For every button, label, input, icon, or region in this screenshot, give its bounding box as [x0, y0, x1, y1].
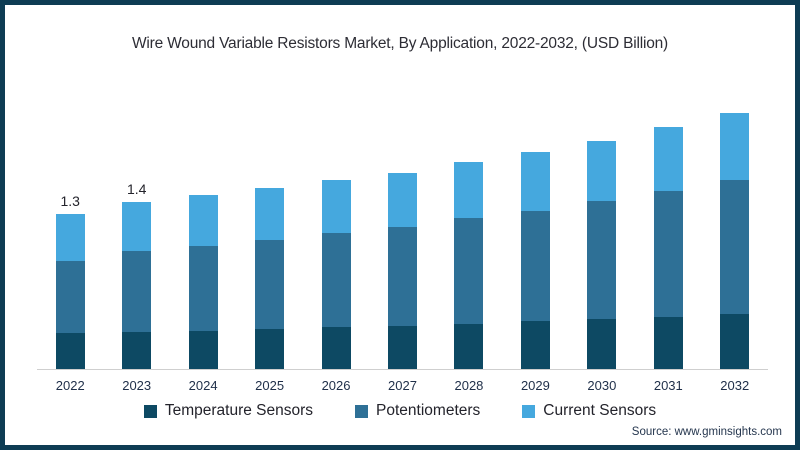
- bar-2024: [188, 195, 218, 369]
- bar-value-label: 1.3: [60, 193, 80, 210]
- bar-2027: [387, 172, 417, 369]
- bar-group-2024: [170, 103, 236, 369]
- bar-2030-temperature-sensors-segment: [587, 319, 617, 369]
- x-axis: 2022 2023 2024 2025 2026 2027 2028 2029 2030 2031…: [37, 378, 768, 393]
- bar-2032-potentiometers-segment: [720, 179, 750, 315]
- bar-2026-temperature-sensors-segment: [321, 327, 351, 369]
- bar-2022: [55, 214, 85, 369]
- bar-group-2030: [569, 103, 635, 369]
- legend-item-temperature-sensors: Temperature Sensors: [143, 402, 314, 420]
- bar-2024-temperature-sensors-segment: [188, 330, 218, 369]
- bar-2031: [653, 127, 683, 369]
- legend-label-temperature-sensors: Temperature Sensors: [164, 402, 314, 419]
- bar-2032: [720, 113, 750, 369]
- legend-swatch-potentiometers: [355, 404, 369, 418]
- bar-2023: [122, 202, 152, 369]
- bar-group-2031: [635, 103, 701, 369]
- bar-2032-current-sensors-segment: [720, 113, 750, 180]
- x-axis-label-2022: 2022: [55, 378, 85, 393]
- source-text: Source: www.gminsights.com: [631, 426, 782, 438]
- plot-area: 1.3 1.4: [37, 103, 768, 370]
- bar-2028: [454, 162, 484, 369]
- bar-2025: [255, 188, 285, 369]
- bar-2028-current-sensors-segment: [454, 162, 484, 218]
- bar-2030-current-sensors-segment: [587, 140, 617, 202]
- legend: Temperature Sensors Potentiometers Current…: [5, 402, 795, 420]
- legend-label-potentiometers: Potentiometers: [376, 402, 481, 419]
- bar-2028-temperature-sensors-segment: [454, 323, 484, 369]
- bar-2030-potentiometers-segment: [587, 201, 617, 319]
- bar-2028-potentiometers-segment: [454, 217, 484, 324]
- bar-2029-potentiometers-segment: [520, 210, 550, 322]
- bar-2022-current-sensors-segment: [55, 214, 85, 261]
- bar-2031-temperature-sensors-segment: [653, 316, 683, 369]
- x-axis-label-2029: 2029: [520, 378, 550, 393]
- bar-2027-potentiometers-segment: [387, 227, 417, 327]
- x-axis-label-2027: 2027: [388, 378, 417, 393]
- bar-2027-current-sensors-segment: [387, 172, 417, 228]
- bar-group-2026: [303, 103, 369, 369]
- bar-group-2023: 1.4: [103, 103, 169, 369]
- bar-2025-potentiometers-segment: [255, 240, 285, 329]
- bar-2024-current-sensors-segment: [188, 195, 218, 247]
- bar-2030: [587, 140, 617, 369]
- legend-item-current-sensors: Current Sensors: [522, 402, 656, 420]
- x-axis-label-2032: 2032: [720, 378, 750, 393]
- bar-2023-potentiometers-segment: [122, 251, 152, 333]
- bar-2027-temperature-sensors-segment: [387, 326, 417, 369]
- bar-2023-temperature-sensors-segment: [122, 332, 152, 369]
- x-axis-label-2028: 2028: [454, 378, 484, 393]
- legend-swatch-temperature-sensors: [143, 404, 157, 418]
- bar-2032-temperature-sensors-segment: [720, 314, 750, 369]
- x-axis-label-2024: 2024: [188, 378, 218, 393]
- bar-group-2032: [702, 103, 768, 369]
- bar-2022-temperature-sensors-segment: [55, 333, 85, 369]
- bar-2023-current-sensors-segment: [122, 202, 152, 252]
- bar-group-2028: [436, 103, 502, 369]
- legend-label-current-sensors: Current Sensors: [543, 402, 657, 419]
- legend-swatch-current-sensors: [522, 404, 536, 418]
- bar-2024-potentiometers-segment: [188, 246, 218, 331]
- x-axis-label-2023: 2023: [122, 378, 152, 393]
- bar-value-label: 1.4: [126, 181, 147, 198]
- bar-2026-potentiometers-segment: [321, 233, 351, 328]
- chart-title: Wire Wound Variable Resistors Market, By…: [131, 35, 669, 52]
- bar-group-2029: [502, 103, 568, 369]
- bar-2026-current-sensors-segment: [321, 179, 351, 234]
- legend-item-potentiometers: Potentiometers: [355, 402, 480, 420]
- bar-group-2022: 1.3: [37, 103, 103, 369]
- bar-group-2025: [236, 103, 302, 369]
- bar-2031-potentiometers-segment: [653, 190, 683, 317]
- bar-2026: [321, 179, 351, 369]
- x-axis-label-2030: 2030: [587, 378, 617, 393]
- bar-2025-temperature-sensors-segment: [255, 328, 285, 369]
- x-axis-label-2025: 2025: [255, 378, 285, 393]
- x-axis-label-2031: 2031: [653, 378, 683, 393]
- bar-2025-current-sensors-segment: [255, 188, 285, 241]
- x-axis-label-2026: 2026: [321, 378, 351, 393]
- bar-group-2027: [369, 103, 435, 369]
- bar-2022-potentiometers-segment: [55, 260, 85, 334]
- bar-2029-current-sensors-segment: [520, 152, 550, 211]
- bar-2029: [520, 152, 550, 369]
- bar-2029-temperature-sensors-segment: [520, 321, 550, 369]
- bar-2031-current-sensors-segment: [653, 127, 683, 191]
